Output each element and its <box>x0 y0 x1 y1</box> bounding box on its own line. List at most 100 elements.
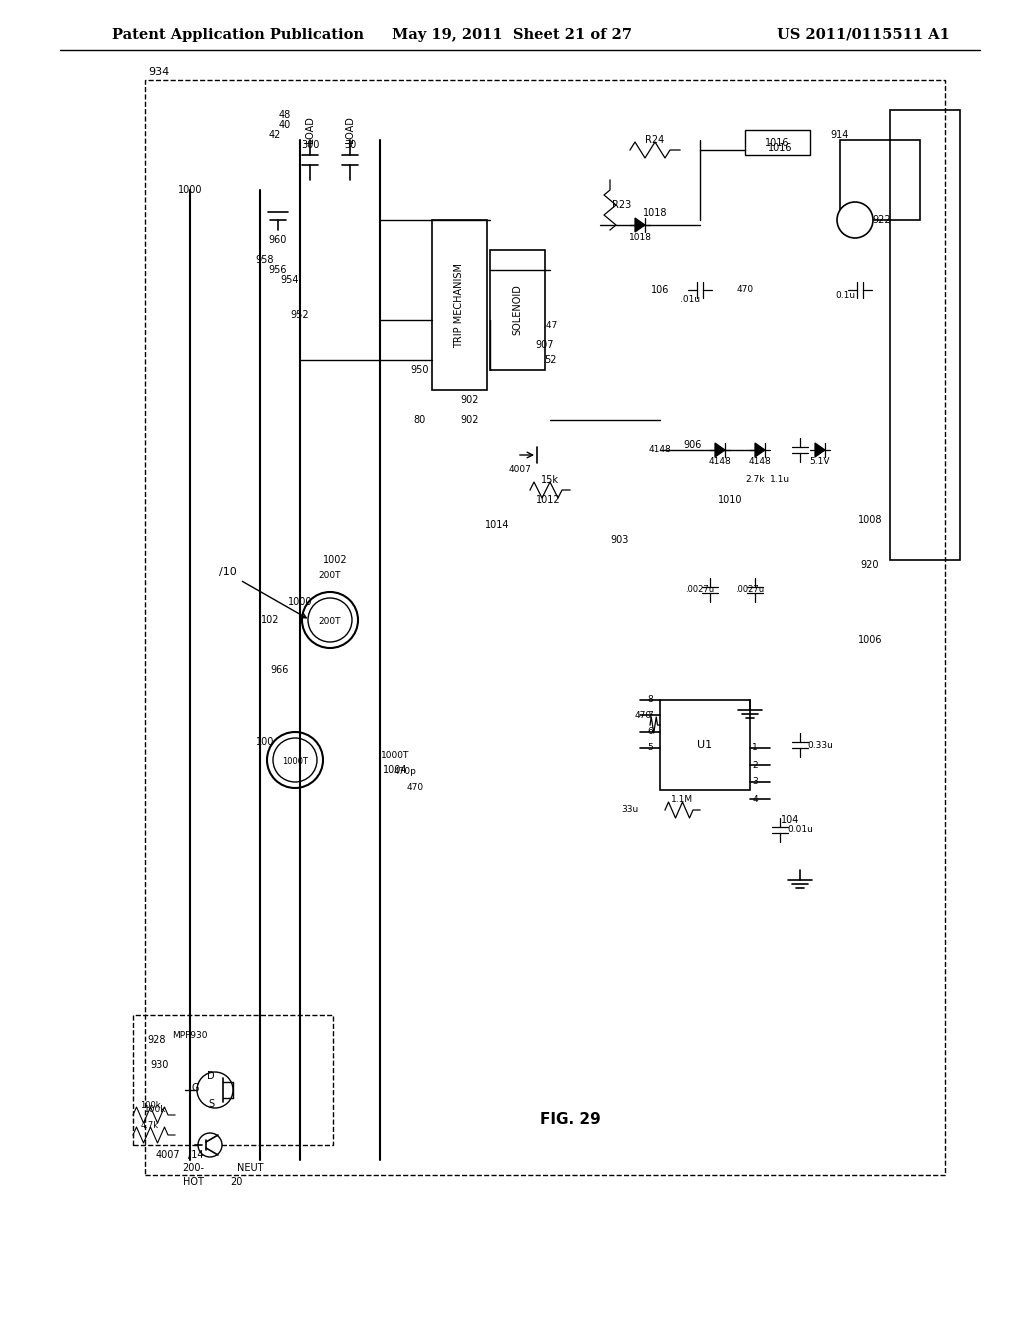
Text: 1010: 1010 <box>718 495 742 506</box>
Text: 0.1u: 0.1u <box>835 290 855 300</box>
Text: 4148: 4148 <box>648 446 672 454</box>
Text: 960: 960 <box>269 235 287 246</box>
Bar <box>745 129 810 154</box>
Text: 956: 956 <box>268 265 288 275</box>
Text: 952: 952 <box>291 310 309 319</box>
Text: 958: 958 <box>256 255 274 265</box>
Bar <box>840 140 920 220</box>
Text: 1.1u: 1.1u <box>770 475 791 484</box>
Text: 1000: 1000 <box>178 185 203 195</box>
Text: 40: 40 <box>279 120 291 129</box>
Text: 102: 102 <box>261 615 280 624</box>
Text: 52: 52 <box>544 355 556 366</box>
Text: 902: 902 <box>461 395 479 405</box>
Bar <box>890 110 961 560</box>
Text: HOT: HOT <box>182 1177 204 1187</box>
Text: 903: 903 <box>610 535 629 545</box>
Text: .0027u: .0027u <box>735 586 765 594</box>
Text: 200T: 200T <box>318 618 341 627</box>
Text: 80: 80 <box>414 414 426 425</box>
Text: 15k: 15k <box>541 475 559 484</box>
Text: 950: 950 <box>411 366 429 375</box>
Text: .47: .47 <box>543 321 557 330</box>
Text: 1016: 1016 <box>768 143 793 153</box>
Text: 954: 954 <box>281 275 299 285</box>
Text: 48: 48 <box>279 110 291 120</box>
Text: 200-: 200- <box>182 1163 204 1173</box>
Text: 1014: 1014 <box>484 520 509 531</box>
Text: 902: 902 <box>461 414 479 425</box>
Text: 4148: 4148 <box>749 458 771 466</box>
Text: 4148: 4148 <box>709 458 731 466</box>
Text: 2: 2 <box>753 760 758 770</box>
Text: 470p: 470p <box>393 767 417 776</box>
Text: 6: 6 <box>647 727 653 737</box>
Text: TRIP MECHANISM: TRIP MECHANISM <box>454 263 464 347</box>
Text: Patent Application Publication: Patent Application Publication <box>112 28 364 42</box>
Text: 20: 20 <box>230 1177 243 1187</box>
Text: 0.01u: 0.01u <box>787 825 813 834</box>
Text: .0027u: .0027u <box>685 586 715 594</box>
Text: 200T: 200T <box>318 570 341 579</box>
Text: 1018: 1018 <box>629 232 651 242</box>
Text: LOAD: LOAD <box>305 116 315 144</box>
Text: U1: U1 <box>697 741 713 750</box>
Text: 33u: 33u <box>622 805 639 814</box>
Text: 5: 5 <box>647 743 653 752</box>
Text: 4: 4 <box>753 795 758 804</box>
Text: 930: 930 <box>151 1060 169 1071</box>
Text: 42: 42 <box>269 129 282 140</box>
Text: 104: 104 <box>781 814 799 825</box>
Circle shape <box>198 1133 222 1158</box>
Text: 4.7k: 4.7k <box>141 1121 159 1130</box>
Polygon shape <box>715 444 725 457</box>
Text: R24: R24 <box>645 135 665 145</box>
Text: 1006: 1006 <box>858 635 883 645</box>
Text: 100k: 100k <box>139 1101 161 1110</box>
Text: 906: 906 <box>684 440 702 450</box>
Text: 920: 920 <box>861 560 880 570</box>
Polygon shape <box>815 444 825 457</box>
Bar <box>432 220 487 389</box>
Text: 470: 470 <box>635 710 651 719</box>
Text: 922: 922 <box>872 215 891 224</box>
Text: 3: 3 <box>752 777 758 787</box>
Text: MPF930: MPF930 <box>172 1031 208 1040</box>
Bar <box>490 249 545 370</box>
Text: R23: R23 <box>612 201 632 210</box>
Text: 1012: 1012 <box>536 495 560 506</box>
Text: S: S <box>208 1100 214 1109</box>
Circle shape <box>267 733 323 788</box>
Text: US 2011/0115511 A1: US 2011/0115511 A1 <box>777 28 950 42</box>
Text: 470: 470 <box>407 784 424 792</box>
Text: /14: /14 <box>188 1150 204 1160</box>
Text: 1000T: 1000T <box>381 751 410 759</box>
Text: 1000T: 1000T <box>282 758 308 767</box>
Text: 1004: 1004 <box>383 766 408 775</box>
Text: May 19, 2011  Sheet 21 of 27: May 19, 2011 Sheet 21 of 27 <box>392 28 632 42</box>
Text: 966: 966 <box>270 665 289 675</box>
Text: 5.1V: 5.1V <box>810 458 830 466</box>
Text: 1002: 1002 <box>323 554 347 565</box>
Text: 1016: 1016 <box>765 139 790 148</box>
Text: 1018: 1018 <box>643 209 668 218</box>
Text: 4007: 4007 <box>509 466 531 474</box>
Text: 100: 100 <box>256 737 274 747</box>
Circle shape <box>837 202 873 238</box>
Text: 0.33u: 0.33u <box>807 741 833 750</box>
Text: 470: 470 <box>736 285 754 294</box>
Bar <box>133 1015 333 1144</box>
Text: 914: 914 <box>830 129 849 140</box>
Text: 1008: 1008 <box>858 515 883 525</box>
Text: SOLENOID: SOLENOID <box>512 285 522 335</box>
Text: FIG. 29: FIG. 29 <box>540 1113 600 1127</box>
Text: 934: 934 <box>148 67 169 77</box>
Text: 1000: 1000 <box>288 597 312 607</box>
Text: 7: 7 <box>647 710 653 719</box>
Text: 8: 8 <box>647 696 653 705</box>
Text: 928: 928 <box>147 1035 166 1045</box>
Text: LOAD: LOAD <box>345 116 355 144</box>
Text: G: G <box>191 1082 199 1093</box>
Text: NEUT: NEUT <box>237 1163 263 1173</box>
Text: 4007: 4007 <box>156 1150 180 1160</box>
